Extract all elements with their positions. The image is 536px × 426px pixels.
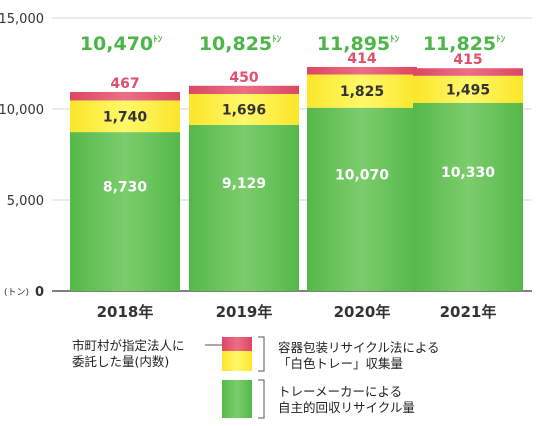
bar-yellow-segment xyxy=(413,75,523,103)
legend-lower-line: 自主的回収リサイクル量 xyxy=(278,400,415,415)
y-tick-label: 5,000 xyxy=(7,194,44,209)
bar-green-segment xyxy=(307,107,417,291)
total-label: 11,895ﾄﾝ xyxy=(317,33,400,55)
total-unit: ﾄﾝ xyxy=(153,34,163,45)
total-unit: ﾄﾝ xyxy=(496,34,506,45)
pink-value-label: 450 xyxy=(229,70,258,86)
pink-value-label: 467 xyxy=(110,76,139,92)
total-label: 10,470ﾄﾝ xyxy=(80,33,163,55)
legend-yellow-swatch xyxy=(222,351,252,371)
legend-note-line: 委託した量(内数) xyxy=(72,354,169,369)
yellow-value-label: 1,495 xyxy=(446,82,490,98)
total-label: 10,825ﾄﾝ xyxy=(199,33,282,55)
legend-bracket xyxy=(258,379,265,419)
bar-pink-segment xyxy=(70,91,180,101)
bar-green-segment xyxy=(70,132,180,291)
yellow-value-label: 1,825 xyxy=(340,84,384,100)
legend-upper-line: 「白色トレー」収集量 xyxy=(278,356,403,371)
x-tick-label: 2018年 xyxy=(97,303,154,321)
x-tick-label: 2019年 xyxy=(216,303,273,321)
total-unit: ﾄﾝ xyxy=(390,34,400,45)
y-tick-label: 15,000 xyxy=(0,12,44,27)
y-tick-label: 0 xyxy=(35,285,44,300)
legend-note-line: 市町村が指定法人に xyxy=(72,338,185,353)
green-value-label: 9,129 xyxy=(222,176,266,192)
yellow-value-label: 1,740 xyxy=(103,109,148,125)
bar-yellow-segment xyxy=(70,100,180,133)
legend-upper-line: 容器包装リサイクル法による xyxy=(278,340,440,355)
pink-value-label: 414 xyxy=(347,51,376,67)
total-value: 10,470 xyxy=(80,33,153,55)
legend-green-swatch xyxy=(222,380,252,418)
total-unit: ﾄﾝ xyxy=(272,34,282,45)
bars xyxy=(70,66,523,291)
bar-pink-segment xyxy=(413,68,523,76)
y-unit-label: (トン) xyxy=(4,288,29,298)
x-tick-label: 2020年 xyxy=(334,303,391,321)
bar-yellow-segment xyxy=(307,74,417,108)
bar-pink-segment xyxy=(307,66,417,75)
green-value-label: 10,330 xyxy=(441,165,495,181)
total-label: 11,825ﾄﾝ xyxy=(423,33,506,55)
pink-value-label: 415 xyxy=(453,52,482,68)
y-tick-label: 10,000 xyxy=(0,103,44,118)
green-value-label: 8,730 xyxy=(103,180,148,196)
legend-lower-line: トレーメーカーによる xyxy=(278,384,402,399)
bar-green-segment xyxy=(413,102,523,291)
yellow-value-label: 1,696 xyxy=(222,102,266,118)
data-labels: 8,7301,74046710,470ﾄﾝ2018年9,1291,6964501… xyxy=(80,33,506,321)
x-tick-label: 2021年 xyxy=(440,303,497,321)
total-value: 11,895 xyxy=(317,33,390,55)
legend-bracket xyxy=(258,336,265,372)
bar-green-segment xyxy=(189,124,299,291)
bar-pink-segment xyxy=(189,85,299,94)
legend-pink-swatch xyxy=(222,337,252,351)
bar-yellow-segment xyxy=(189,93,299,125)
total-value: 10,825 xyxy=(199,33,272,55)
total-value: 11,825 xyxy=(423,33,496,55)
green-value-label: 10,070 xyxy=(335,167,389,183)
